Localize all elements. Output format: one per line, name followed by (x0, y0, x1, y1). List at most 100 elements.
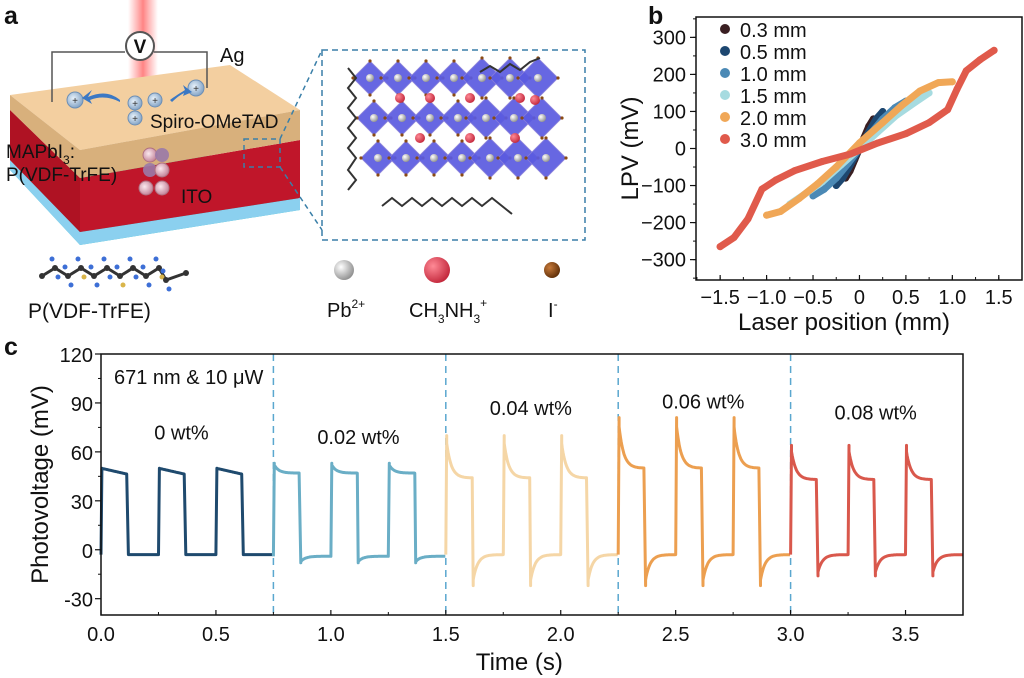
data-point (763, 211, 771, 219)
iodide-atom (407, 76, 411, 80)
y-tick-label: -30 (64, 590, 93, 612)
label-molecule: P(VDF-TrFE) (28, 300, 151, 323)
iodide-atom (351, 76, 355, 80)
iodide-atom (464, 116, 468, 120)
iodide-atom (428, 133, 432, 137)
x-tick-label: 2.5 (662, 624, 690, 646)
iodide-atom (456, 99, 460, 103)
pb-atom (394, 74, 402, 82)
pb-atom (486, 154, 494, 162)
series-label: 0.04 wt% (490, 398, 572, 420)
condition-annotation: 671 nm & 10 μW (114, 367, 263, 389)
legend-ma: CH3NH3+ (409, 296, 487, 326)
x-tick-label: 1.0 (317, 624, 345, 646)
data-point (897, 102, 905, 110)
data-point (962, 67, 970, 75)
pb-atom (482, 114, 490, 122)
polymer-chain (346, 67, 358, 191)
data-point (832, 163, 840, 171)
iodide-atom (520, 116, 524, 120)
x-tick-label: −1.5 (700, 287, 739, 309)
y-tick-label: 200 (653, 64, 686, 86)
substituent-atom (159, 274, 165, 280)
iodide-atom (468, 156, 472, 160)
fluorine-atom (153, 256, 159, 262)
y-tick-label: 60 (71, 443, 93, 465)
iodide-atom (456, 133, 460, 137)
ma-cation (415, 133, 425, 143)
callout-line-top (279, 49, 323, 140)
carbon-atom (52, 265, 58, 271)
pb-atom (426, 114, 434, 122)
iodide-atom (439, 116, 443, 120)
label-ito: ITO (181, 187, 212, 208)
pb-atom (510, 114, 518, 122)
ma-cation (395, 93, 405, 103)
fluorine-atom (49, 256, 55, 262)
x-tick-label: 2.0 (547, 624, 575, 646)
perovskite-crystal-structure (346, 56, 568, 215)
iodide-atom (404, 173, 408, 177)
panel-a: a V Ag + + + + (4, 0, 586, 326)
iodide-atom (460, 173, 464, 177)
data-point (874, 139, 882, 147)
iodide-atom (400, 133, 404, 137)
spiro-side (10, 95, 300, 178)
fluorine-atom (101, 256, 107, 262)
fluorine-atom (127, 256, 133, 262)
pb-atom (514, 154, 522, 162)
pb-atom (458, 154, 466, 162)
lpv-chart: −1.5 −1.0 −0.5 0 0.5 1.0 1.5 −300 −200 −100 0 100 20… (617, 16, 1023, 336)
iodide-atom (484, 96, 488, 100)
y-tick-label: 100 (653, 101, 686, 123)
wire-left (51, 51, 125, 102)
fluorine-atom (140, 264, 146, 270)
data-point (795, 195, 803, 203)
svg-text:+: + (193, 84, 199, 95)
iodide-atom (488, 176, 492, 180)
callout-line-bottom (279, 166, 323, 231)
iodide-atom (480, 56, 484, 60)
substituent-atom (68, 282, 74, 288)
photovoltage-chart: 0 wt% 0.02 wt% 0.04 wt% 0.06 wt% 0.08 wt% 0.0… (27, 345, 964, 676)
pb-atom (478, 74, 486, 82)
iodide-atom (372, 99, 376, 103)
carbon-atom (183, 270, 189, 276)
iodide-atom (564, 156, 568, 160)
iodide-atom (488, 136, 492, 140)
legend-label: 0.5 mm (740, 42, 807, 64)
legend-marker (720, 68, 730, 78)
data-point (846, 150, 854, 158)
voltmeter-symbol: V (134, 37, 147, 58)
label-absorber-line2: P(VDF-TrFE) (6, 165, 117, 186)
y-tick-label: −100 (641, 176, 686, 198)
iodide-atom (540, 136, 544, 140)
iodide-atom (432, 173, 436, 177)
x-axis-title: Laser position (mm) (738, 309, 950, 336)
panel-c: c 0 wt% 0.02 wt%0.04 wt% 0.06 wt%0.08 wt%0… (4, 333, 964, 676)
series-label: 0.06 wt% (662, 391, 744, 413)
substituent-atom (120, 282, 126, 288)
label-spiro: Spiro-OMeTAD (150, 112, 278, 133)
carbon-atom (117, 273, 123, 279)
panel-letter-c: c (4, 333, 18, 361)
carbon-atom (130, 265, 136, 271)
legend-label: 1.5 mm (740, 86, 807, 108)
hole-carriers: + + + + + (66, 79, 205, 126)
iodide-atom (368, 59, 372, 63)
iodide-atom (480, 96, 484, 100)
data-point (730, 233, 738, 241)
panel-letter-a: a (4, 2, 19, 30)
data-point (758, 185, 766, 193)
iodide-atom (496, 156, 500, 160)
series-3_0mm (716, 46, 998, 251)
data-point (790, 167, 798, 175)
legend-label: 0.3 mm (740, 20, 807, 42)
iodide-atom (372, 133, 376, 137)
pb-atom (506, 74, 514, 82)
x-tick-label: 0.5 (892, 287, 920, 309)
arrow-left-icon (82, 90, 120, 104)
electron-carriers (138, 147, 170, 196)
y-tick-label: 300 (653, 27, 686, 49)
legend-label: 1.0 mm (740, 64, 807, 86)
